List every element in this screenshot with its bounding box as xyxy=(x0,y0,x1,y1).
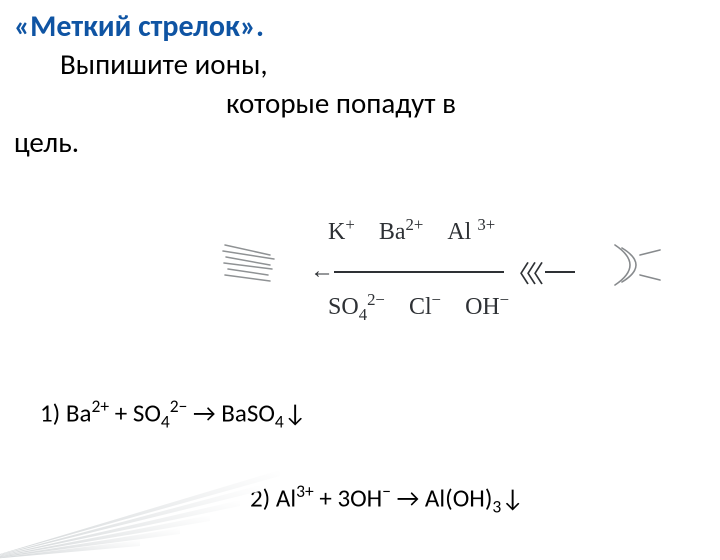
ion-al-3plus: Al 3+ xyxy=(447,215,495,246)
ans2-sub: 3 xyxy=(492,495,501,517)
ion-ba-2plus: Ba2+ xyxy=(379,215,424,246)
ion-base: Al xyxy=(447,219,471,245)
page-title: «Меткий стрелок». xyxy=(14,8,264,45)
arrow-head: ← xyxy=(310,258,334,285)
ion-base: OH xyxy=(465,294,500,320)
ion-oh-minus: OH− xyxy=(465,290,509,321)
subtitle-line-1: Выпишите ионы, xyxy=(60,46,268,82)
ion-charge: 3+ xyxy=(477,215,495,234)
subtitle-line-3: цель. xyxy=(14,124,79,160)
arrow-row: ← 〈〈〈 xyxy=(310,254,575,289)
ion-base: Ba xyxy=(379,219,406,245)
ion-base: SO xyxy=(328,294,359,320)
ion-so4-2minus: SO42− xyxy=(328,290,385,325)
ans2-sup2: − xyxy=(382,480,391,502)
anion-row: SO42− Cl− OH− xyxy=(328,290,509,325)
target-icon xyxy=(220,235,280,295)
ion-charge: + xyxy=(345,215,354,234)
ion-charge: − xyxy=(500,290,509,309)
arrow-shaft xyxy=(334,271,504,273)
arrow-feathers: 〈〈〈 xyxy=(504,254,539,289)
bow-icon xyxy=(610,240,670,290)
ion-base: K xyxy=(328,219,345,245)
ans2-tail: ↓ xyxy=(501,482,524,513)
arrow-dash xyxy=(545,271,575,273)
ion-charge: − xyxy=(432,290,441,309)
ans2-mid: + 3OH xyxy=(314,482,383,513)
ion-k-plus: K+ xyxy=(328,215,355,246)
ion-base: Cl xyxy=(409,294,432,320)
corner-rays xyxy=(0,410,300,560)
ion-cl-minus: Cl− xyxy=(409,290,441,321)
ans2-arrow: → Al(OH) xyxy=(391,482,492,513)
cation-row: K+ Ba2+ Al 3+ xyxy=(328,215,495,246)
ion-charge: 2− xyxy=(367,290,385,309)
ion-sub: 4 xyxy=(359,305,367,324)
subtitle-line-2: которые попадут в xyxy=(226,85,456,121)
ion-charge: 2+ xyxy=(405,215,423,234)
